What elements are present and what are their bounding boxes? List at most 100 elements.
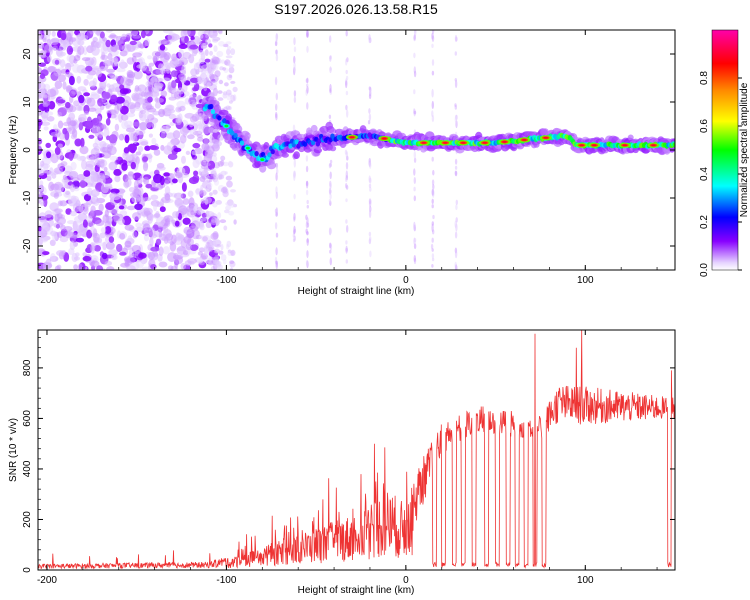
spectrogram-cell (79, 145, 89, 155)
spectrogram-cell (306, 32, 309, 38)
spectrogram-cell (152, 56, 157, 62)
spectrogram-cell (42, 251, 50, 256)
spectrogram-cell (306, 45, 309, 53)
spectrogram-cell (369, 250, 372, 258)
spectrogram-cell (329, 228, 333, 234)
colorbar-tick-label: 0.2 (699, 215, 710, 229)
spectrogram-cell (109, 75, 119, 80)
spectrogram-cell (96, 265, 103, 270)
spectrogram-cell (132, 212, 142, 221)
spectrogram-cell (129, 143, 136, 154)
spectrogram-cell (97, 159, 105, 164)
spectrogram-cell (225, 205, 231, 211)
spectrogram-cell (38, 169, 45, 176)
spectrogram-cell (627, 134, 634, 141)
spectrogram-cell (163, 145, 172, 155)
spectrogram-cell (104, 260, 113, 266)
spectrogram-cell (228, 160, 232, 166)
spectrogram-cell (230, 249, 236, 256)
snr-y-tick-label: 600 (22, 410, 33, 427)
spectrogram-cell (90, 189, 100, 197)
spectrogram-cell (293, 46, 297, 53)
spectrogram-cell (56, 250, 66, 257)
spectrogram-cell (45, 111, 54, 116)
spectrogram-cell (149, 145, 160, 151)
spectrogram-cell (149, 237, 154, 247)
spectrogram-cell (190, 68, 198, 77)
spectrogram-cell (302, 141, 308, 147)
spectrogram-cell (42, 37, 47, 43)
spectrogram-cell (293, 37, 296, 46)
spectrogram-cell (218, 174, 225, 180)
spectrogram-cell (293, 212, 296, 221)
spectrogram-cell (198, 209, 203, 214)
spectrogram-cell (86, 154, 95, 161)
spectrogram-cell (274, 222, 278, 230)
spectrogram-cell (46, 175, 52, 182)
spectrogram-cell (329, 249, 332, 254)
spectrogram-cell (63, 226, 73, 232)
spectrogram-cell (225, 41, 232, 45)
snr-y-ticks: 0 200 400 600 800 (22, 337, 675, 573)
spectrogram-cell (329, 159, 333, 164)
spectrogram-cell (83, 92, 90, 97)
spectrogram-cell (143, 228, 149, 237)
spectrogram-cell (413, 195, 416, 202)
spectrogram-cell (148, 227, 156, 238)
spectrogram-cell (170, 70, 178, 78)
spectrogram-cell (127, 71, 136, 79)
spectrogram-cell (202, 236, 208, 242)
spectrogram-cell (413, 52, 416, 59)
spectrogram-y-label: Frequency (Hz) (8, 116, 19, 185)
spectrogram-cell (147, 55, 153, 60)
spectrogram-cell (173, 91, 182, 100)
spectrogram-cell (293, 62, 296, 68)
spectrogram-cell (200, 217, 207, 222)
spectrogram-cell (76, 174, 86, 181)
colorbar-gradient (712, 30, 738, 270)
spectrogram-cell (145, 183, 153, 189)
spectrogram-cell (443, 141, 448, 144)
spectrogram-cell (200, 184, 204, 192)
spectrogram-cell (96, 173, 106, 182)
spectrogram-cell (328, 163, 332, 169)
spectrogram-cell (226, 180, 233, 188)
spectrogram-cell (293, 229, 296, 235)
spectrogram-cell (167, 81, 172, 91)
spectrogram-cell (244, 132, 251, 140)
spectrogram-cell (369, 89, 372, 96)
spectrogram-cell (137, 145, 144, 153)
spectrogram-cell (161, 196, 171, 204)
spectrogram-cell (75, 252, 80, 257)
spectrogram-cell (454, 264, 458, 270)
spectrogram-cell (431, 237, 434, 243)
spectrogram-cell (45, 142, 51, 148)
spectrogram-cell (206, 72, 210, 80)
spectrogram-cell (203, 138, 209, 145)
spectrogram-cell (174, 220, 180, 227)
spectrogram-cell (120, 76, 128, 86)
spectrogram-cell (163, 236, 169, 244)
spectrogram-cell (134, 129, 140, 136)
spectrogram-cell (132, 188, 142, 199)
spectrogram-cell (431, 43, 434, 49)
spectrogram-cell (454, 170, 458, 177)
spectrogram-cell (39, 220, 48, 228)
spectrogram-y-tick-label: -20 (22, 238, 33, 253)
spectrogram-cell (174, 59, 179, 65)
spectrogram-cell (651, 144, 656, 147)
spectrogram-cell (430, 243, 434, 250)
spectrogram-cell (105, 215, 113, 224)
spectrogram-cell (217, 90, 223, 94)
spectrogram-cell (49, 38, 59, 46)
spectrogram-cell (74, 256, 80, 261)
spectrogram-y-tick-label: 0 (22, 147, 33, 153)
spectrogram-cell (163, 224, 169, 234)
spectrogram-cell (106, 83, 111, 88)
spectrogram-cell (213, 174, 219, 179)
spectrogram-cell (275, 54, 279, 62)
spectrogram-cell (181, 182, 187, 192)
spectrogram-cell (96, 70, 102, 78)
spectrogram-cell (185, 243, 192, 251)
spectrogram-cell (68, 248, 75, 255)
